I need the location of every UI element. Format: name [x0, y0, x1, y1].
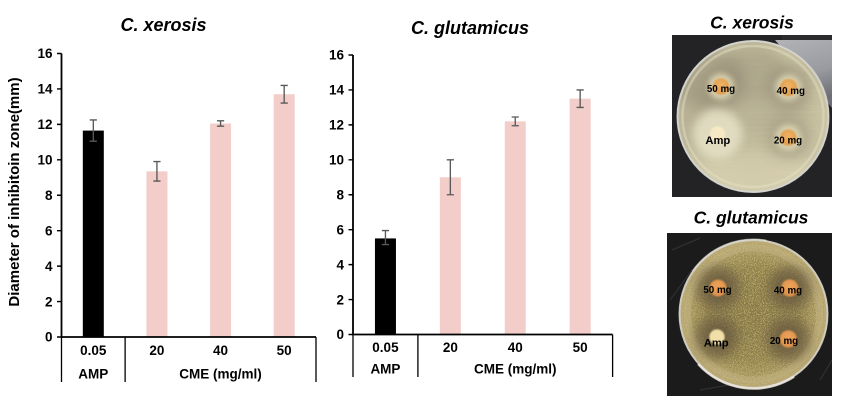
svg-text:40 mg: 40 mg [774, 286, 802, 297]
svg-text:12: 12 [329, 118, 344, 133]
svg-text:CME (mg/ml): CME (mg/ml) [179, 367, 262, 382]
svg-text:C. glutamicus: C. glutamicus [411, 18, 529, 38]
svg-text:Diameter of inhibitoin zone(mm: Diameter of inhibitoin zone(mm) [6, 77, 23, 306]
svg-text:0: 0 [45, 330, 53, 345]
svg-text:CME (mg/ml): CME (mg/ml) [474, 362, 557, 377]
svg-text:14: 14 [329, 83, 345, 98]
svg-text:2: 2 [336, 292, 344, 307]
svg-text:0.05: 0.05 [80, 343, 107, 358]
svg-text:AMP: AMP [78, 367, 108, 382]
svg-text:20: 20 [443, 340, 458, 355]
svg-text:50 mg: 50 mg [703, 285, 731, 296]
svg-text:AMP: AMP [370, 362, 400, 377]
svg-text:50: 50 [277, 343, 292, 358]
svg-text:Amp: Amp [705, 135, 730, 147]
svg-text:8: 8 [336, 187, 344, 202]
svg-text:6: 6 [336, 222, 344, 237]
svg-text:2: 2 [45, 294, 53, 309]
svg-text:20 mg: 20 mg [770, 336, 798, 347]
svg-text:8: 8 [45, 188, 53, 203]
svg-text:40: 40 [213, 343, 228, 358]
svg-text:0.05: 0.05 [372, 340, 399, 355]
svg-text:10: 10 [329, 153, 344, 168]
svg-text:Amp: Amp [704, 337, 729, 349]
svg-text:4: 4 [45, 259, 53, 274]
svg-text:4: 4 [336, 257, 344, 272]
svg-text:20 mg: 20 mg [774, 135, 802, 146]
svg-text:20: 20 [149, 343, 164, 358]
svg-text:14: 14 [37, 82, 53, 97]
svg-text:C. xerosis: C. xerosis [710, 13, 794, 33]
svg-text:50 mg: 50 mg [707, 84, 735, 95]
svg-text:50: 50 [573, 340, 588, 355]
svg-text:C. glutamicus: C. glutamicus [694, 208, 809, 228]
svg-text:40 mg: 40 mg [777, 86, 805, 97]
svg-text:12: 12 [37, 117, 52, 132]
svg-text:0: 0 [336, 327, 344, 342]
svg-text:16: 16 [329, 48, 345, 63]
svg-text:C. xerosis: C. xerosis [120, 15, 206, 35]
svg-text:40: 40 [508, 340, 523, 355]
svg-text:16: 16 [37, 46, 53, 61]
svg-text:10: 10 [37, 153, 52, 168]
svg-text:6: 6 [45, 223, 53, 238]
